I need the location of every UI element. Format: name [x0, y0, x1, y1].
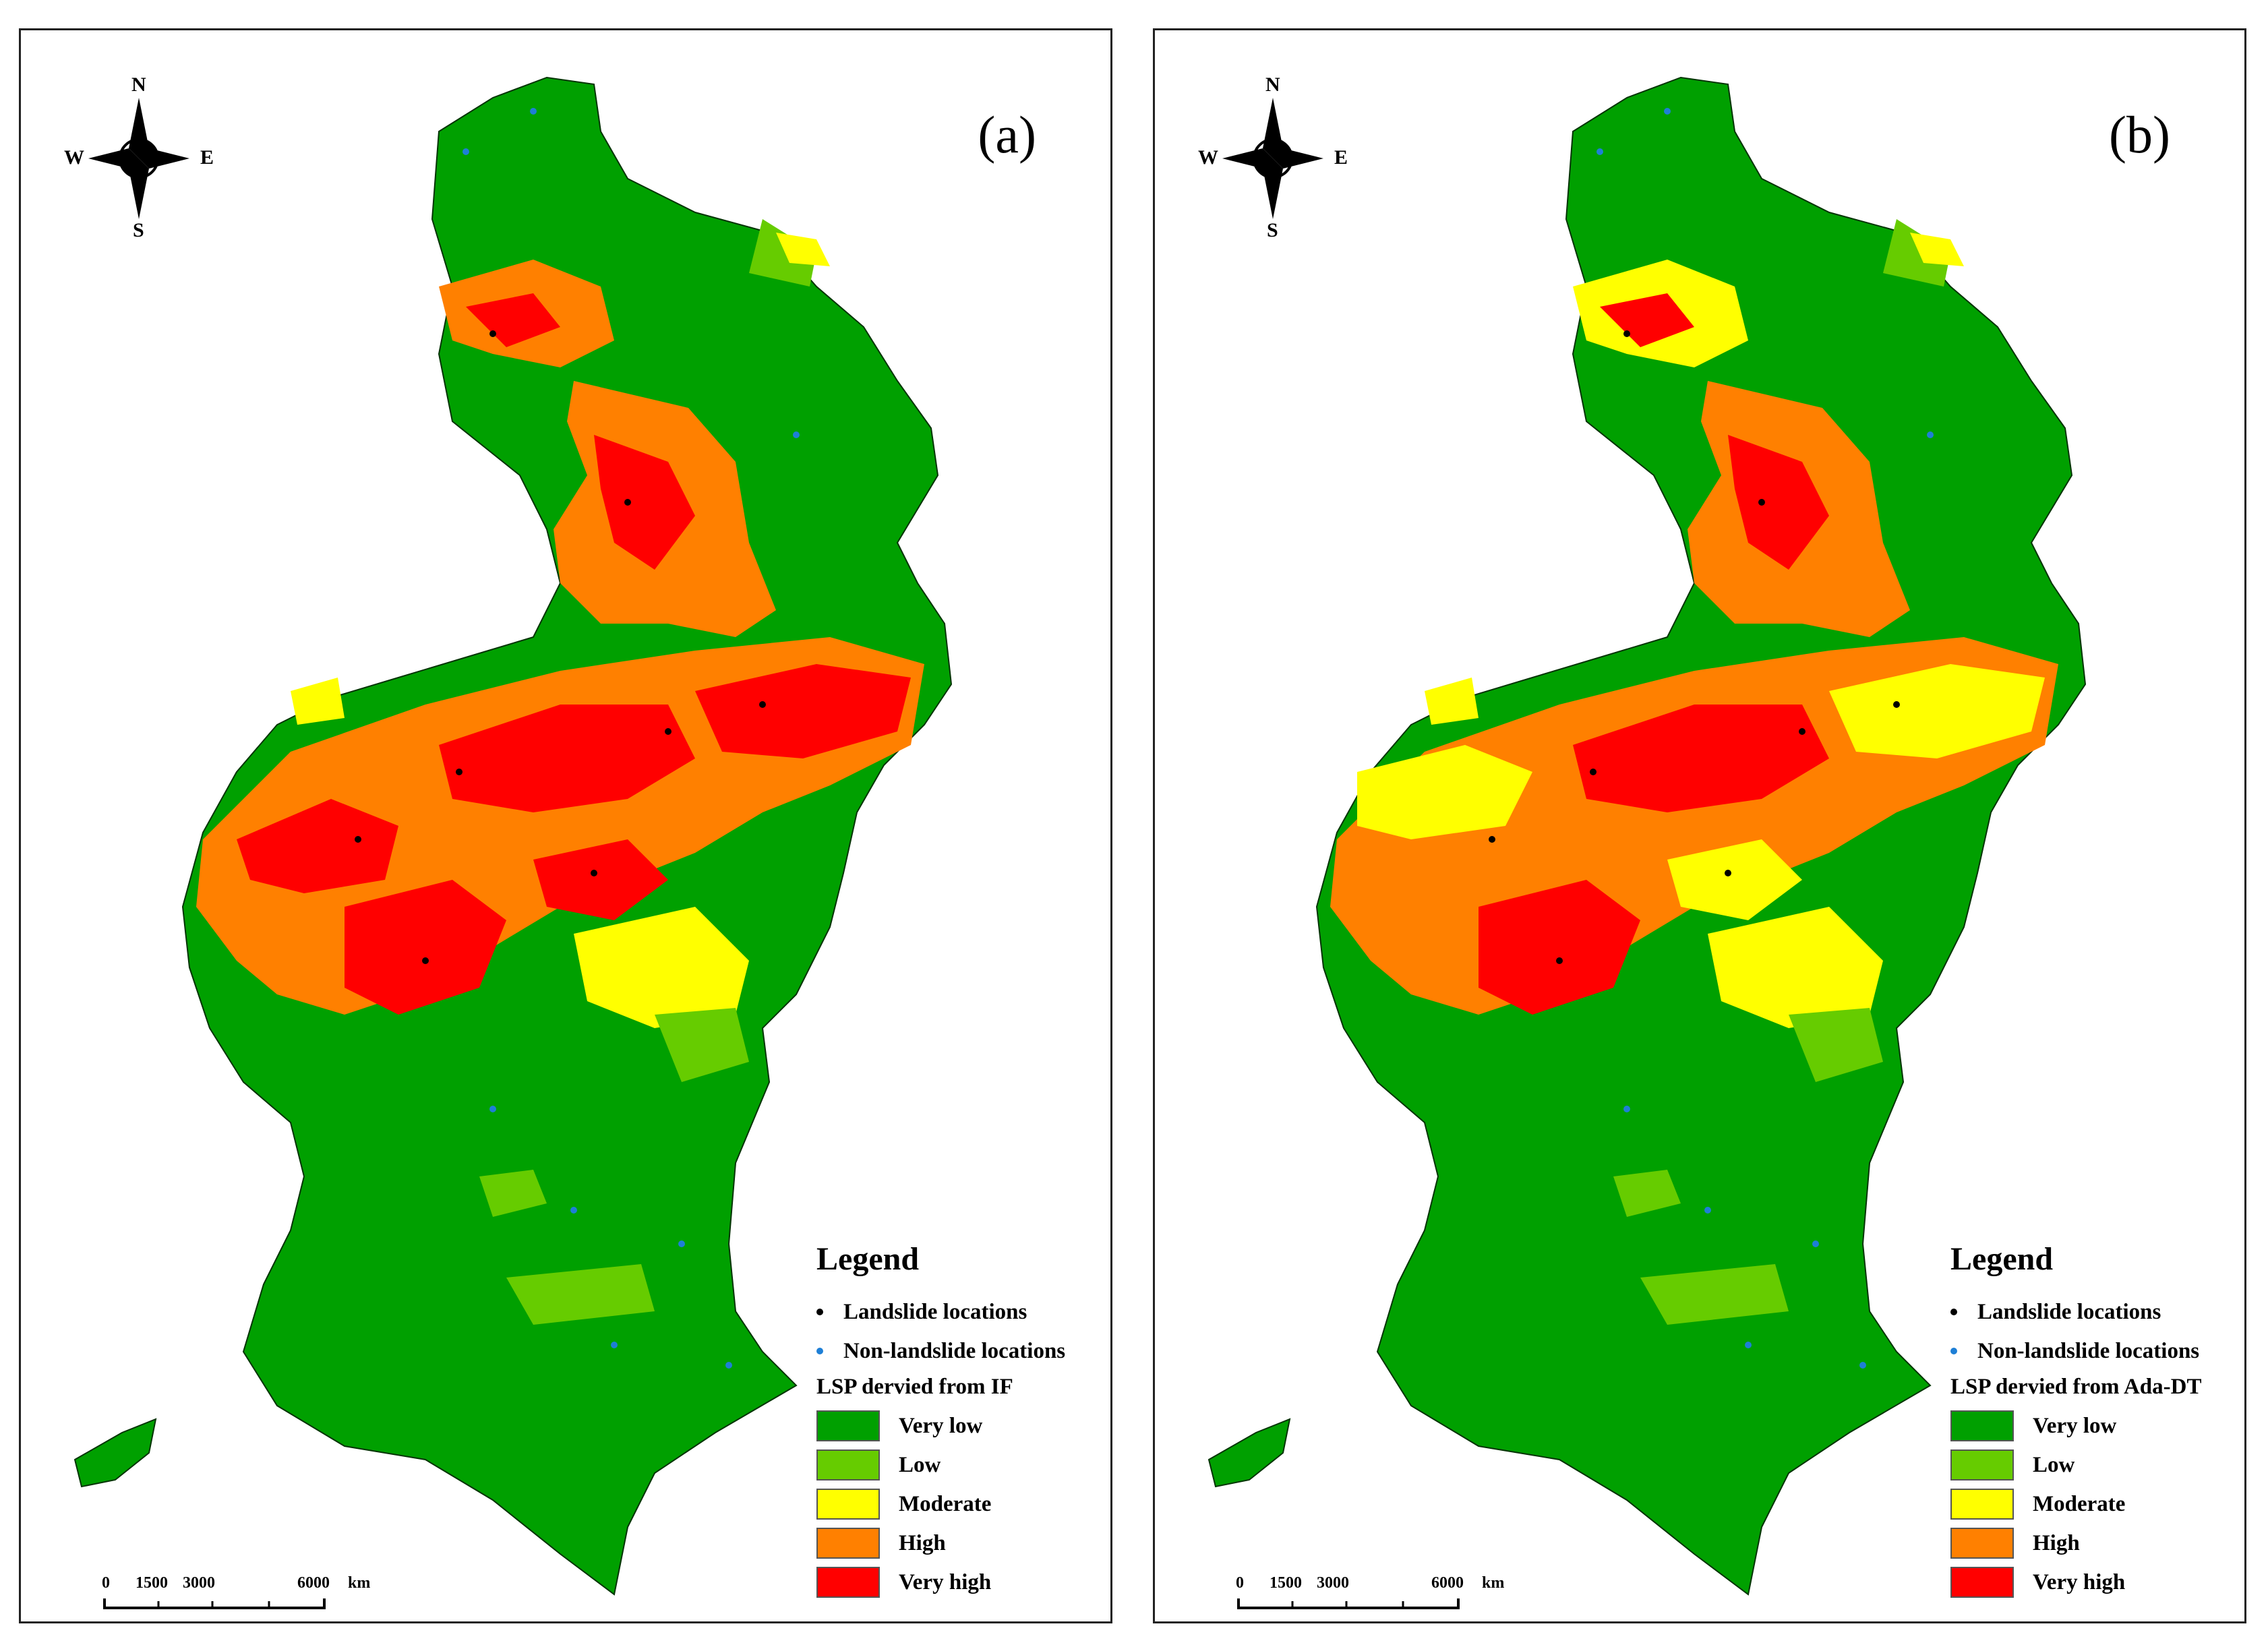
susceptibility-zones-a: [196, 219, 924, 1325]
compass-north: N: [131, 73, 146, 96]
panel-label: (a): [978, 105, 1036, 164]
compass-west: W: [1198, 146, 1218, 169]
scale-bar: 0 1500 3000 6000 km: [1236, 1574, 1505, 1609]
susceptibility-map-a: [73, 76, 953, 1596]
sample-points-b: [1489, 108, 1934, 1369]
legend-low: Low: [1950, 1445, 2244, 1485]
north-arrow-icon: N S W E: [1195, 73, 1350, 241]
legend-title: Legend: [816, 1241, 920, 1277]
sample-points-a: [355, 108, 800, 1369]
compass-east: E: [1334, 146, 1348, 169]
non-landslide-dot-icon: [1950, 1348, 1957, 1354]
legend-lsp-title: LSP dervied from Ada-DT: [1950, 1375, 2202, 1399]
north-arrow-icon: N S W E: [61, 73, 216, 241]
compass-south: S: [1267, 219, 1278, 241]
landslide-dot-icon: [816, 1309, 823, 1315]
compass-west: W: [64, 146, 84, 169]
map-panel-b: (b) N S W E Legend Landslide locations N…: [1153, 28, 2246, 1623]
map-panel-a: (a) N S W E Legend Landslide locations N…: [19, 28, 1112, 1623]
legend-very-high: Very high: [1950, 1563, 2244, 1602]
legend-lsp-title: LSP dervied from IF: [816, 1375, 1013, 1399]
compass-east: E: [200, 146, 214, 169]
legend-landslide: Landslide locations: [1950, 1292, 2244, 1332]
panel-label: (b): [2109, 105, 2170, 164]
legend-moderate: Moderate: [1950, 1485, 2244, 1524]
non-landslide-dot-icon: [816, 1348, 823, 1354]
susceptibility-map-b: [1207, 76, 2087, 1596]
legend-moderate: Moderate: [816, 1485, 1110, 1524]
legend-non-landslide: Non-landslide locations: [1950, 1332, 2244, 1371]
legend: Legend Landslide locations Non-landslide…: [1950, 1240, 2244, 1602]
legend-high: High: [1950, 1524, 2244, 1563]
compass-north: N: [1265, 73, 1280, 96]
legend-low: Low: [816, 1445, 1110, 1485]
legend-title: Legend: [1950, 1241, 2054, 1277]
legend-non-landslide: Non-landslide locations: [816, 1332, 1110, 1371]
compass-south: S: [133, 219, 144, 241]
landslide-dot-icon: [1950, 1309, 1957, 1315]
legend-high: High: [816, 1524, 1110, 1563]
legend-very-low: Very low: [816, 1406, 1110, 1445]
legend-very-low: Very low: [1950, 1406, 2244, 1445]
susceptibility-zones-b: [1330, 219, 2058, 1325]
legend-landslide: Landslide locations: [816, 1292, 1110, 1332]
scale-bar: 0 1500 3000 6000 km: [102, 1574, 371, 1609]
legend: Legend Landslide locations Non-landslide…: [816, 1240, 1110, 1602]
legend-very-high: Very high: [816, 1563, 1110, 1602]
